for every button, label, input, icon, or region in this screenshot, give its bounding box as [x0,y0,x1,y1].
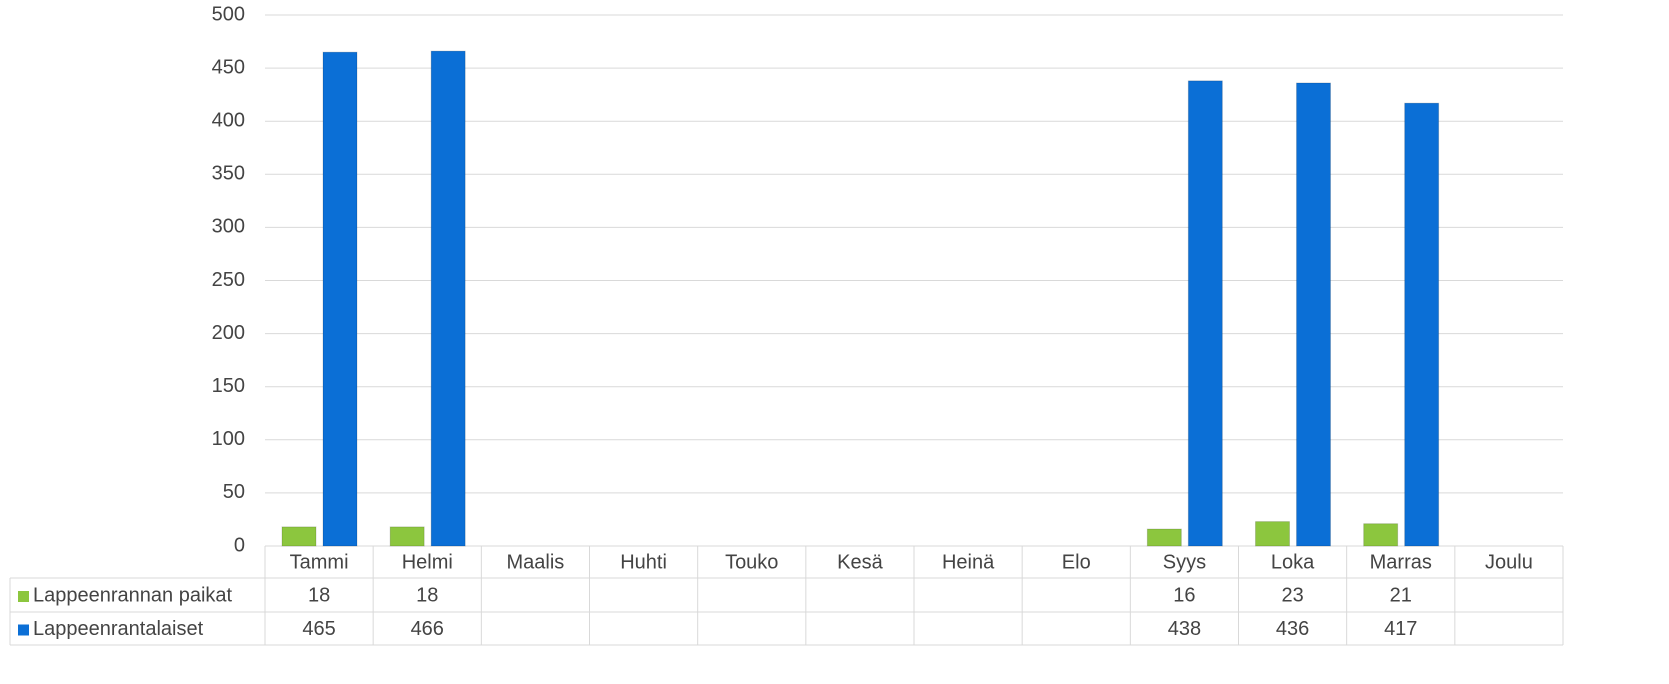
y-tick-label: 350 [212,163,245,185]
x-tick-label: Kesä [837,551,883,573]
table-value: 466 [411,618,444,640]
bar [281,526,317,547]
y-tick-label: 150 [212,375,245,397]
x-tick-label: Touko [725,551,778,573]
x-tick-label: Heinä [942,551,995,573]
table-value: 465 [302,618,335,640]
x-tick-label: Maalis [507,551,565,573]
x-tick-label: Tammi [290,551,349,573]
table-value: 21 [1390,584,1412,606]
table-value: 23 [1281,584,1303,606]
x-tick-label: Huhti [620,551,667,573]
x-tick-label: Loka [1271,551,1315,573]
y-tick-label: 400 [212,109,245,131]
x-tick-label: Syys [1163,551,1206,573]
legend-key [18,591,29,602]
bar [1296,82,1331,547]
y-tick-label: 0 [234,534,245,556]
y-tick-label: 50 [223,481,245,503]
legend-key [18,624,29,636]
x-tick-label: Elo [1062,551,1091,573]
y-tick-label: 450 [212,56,245,78]
table-value: 18 [308,584,330,606]
bar [1146,528,1182,547]
bar [389,526,425,547]
y-tick-label: 200 [212,322,245,344]
table-value: 417 [1384,618,1417,640]
bar [1187,80,1223,547]
legend-label: Lappeenrantalaiset [33,618,204,640]
y-tick-label: 500 [212,3,245,25]
table-value: 436 [1276,618,1309,640]
bar [1255,521,1290,547]
x-tick-label: Marras [1370,551,1432,573]
table-value: 16 [1173,584,1195,606]
x-tick-label: Helmi [402,551,453,573]
y-tick-label: 300 [212,216,245,238]
legend-label: Lappeenrannan paikat [33,584,233,606]
y-tick-label: 100 [212,428,245,450]
y-tick-label: 250 [212,269,245,291]
bar [1404,102,1440,547]
x-tick-label: Joulu [1485,551,1533,573]
table-value: 438 [1168,618,1201,640]
bar [430,50,466,547]
table-value: 18 [416,584,438,606]
bar [322,51,358,547]
bar [1363,523,1399,547]
